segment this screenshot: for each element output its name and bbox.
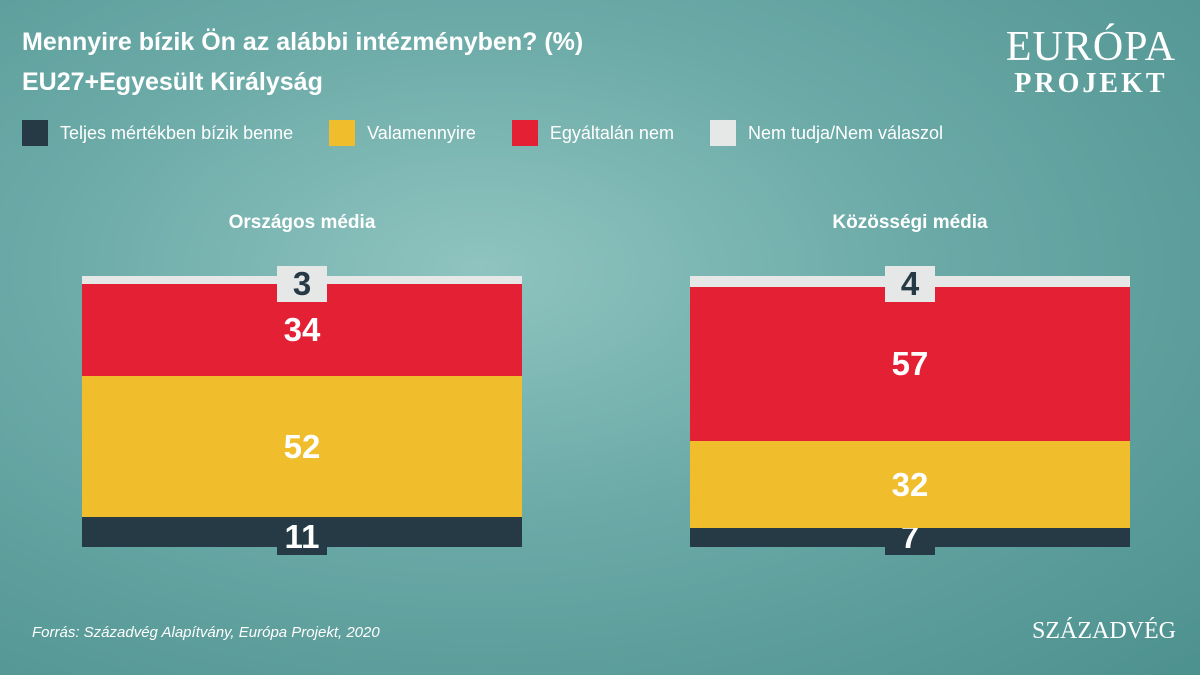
bar-segment: 32 xyxy=(690,441,1130,529)
data-label: 3 xyxy=(277,265,327,302)
europa-projekt-logo: EURÓPA PROJEKT xyxy=(1006,26,1176,100)
legend-swatch xyxy=(329,120,356,146)
data-label: 4 xyxy=(885,265,935,302)
bar-segment: 57 xyxy=(690,286,1130,442)
data-label: 32 xyxy=(891,465,929,503)
chart-title: Mennyire bízik Ön az alábbi intézményben… xyxy=(22,28,584,56)
logo-line2: PROJEKT xyxy=(1014,68,1168,99)
legend-label: Egyáltalán nem xyxy=(549,122,674,143)
legend-label: Nem tudja/Nem válaszol xyxy=(747,122,944,143)
legend-item: Teljes mértékben bízik benne xyxy=(22,120,293,146)
legend-item: Valamennyire xyxy=(329,120,476,146)
bar-segment: 34 xyxy=(82,284,522,377)
bar-title: Országos média xyxy=(228,212,376,233)
bar-segment: 52 xyxy=(82,376,522,518)
szazadveg-logo: SZÁZADVÉG xyxy=(1032,618,1176,644)
data-label: 11 xyxy=(277,518,327,555)
data-label: 52 xyxy=(283,427,321,465)
chart-subtitle: EU27+Egyesült Királyság xyxy=(22,68,323,96)
legend-item: Nem tudja/Nem válaszol xyxy=(709,120,944,146)
bar-title: Közösségi média xyxy=(832,212,988,233)
data-label: 57 xyxy=(891,345,929,383)
legend-label: Valamennyire xyxy=(367,122,476,143)
source-note: Forrás: Századvég Alapítvány, Európa Pro… xyxy=(32,624,380,641)
legend-item: Egyáltalán nem xyxy=(511,120,674,146)
legend: Teljes mértékben bízik benne Valamennyire… xyxy=(22,120,979,146)
logo-line1: EURÓPA xyxy=(1005,24,1176,70)
legend-swatch xyxy=(511,120,538,146)
data-label: 34 xyxy=(283,311,321,349)
legend-swatch xyxy=(22,120,48,146)
legend-label: Teljes mértékben bízik benne xyxy=(60,122,294,143)
legend-swatch xyxy=(709,120,736,146)
